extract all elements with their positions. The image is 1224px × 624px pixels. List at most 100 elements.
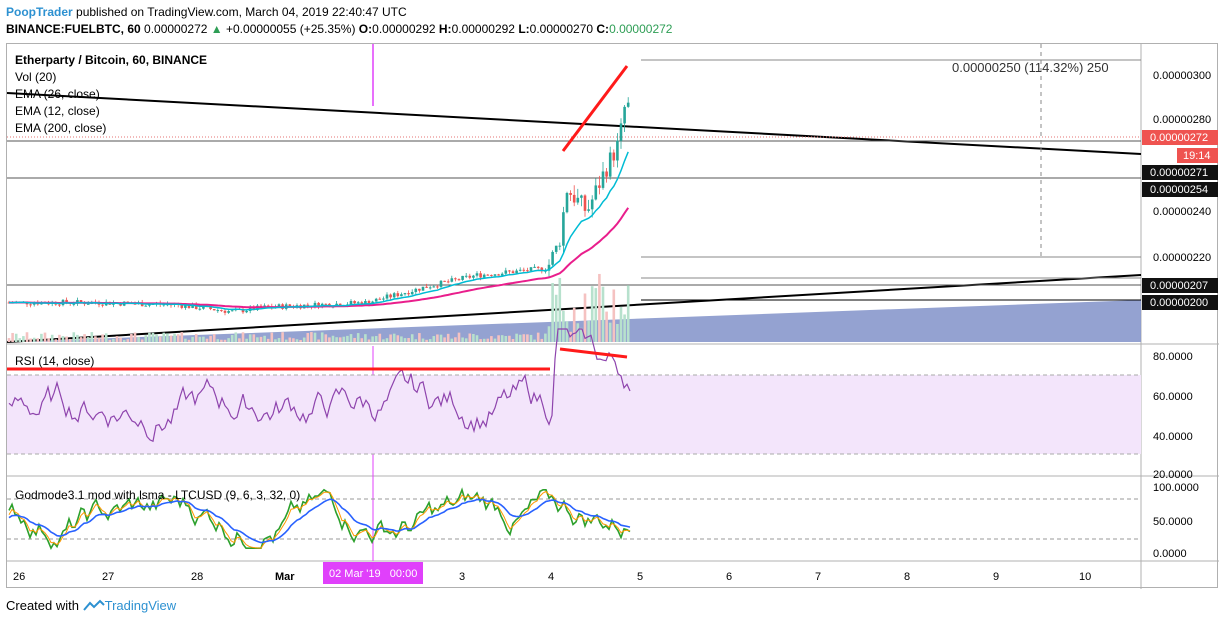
candle-body — [356, 302, 360, 304]
candle-body — [443, 280, 446, 282]
chart-svg[interactable]: 0.00000250 (114.32%) 250 Etherparty / Bi… — [6, 44, 1219, 589]
volume-bar — [122, 339, 126, 342]
volume-bar — [36, 338, 40, 342]
candle-body — [428, 287, 432, 289]
volume-bar — [342, 336, 346, 342]
candle-body — [558, 245, 562, 247]
volume-bar — [356, 333, 360, 342]
legend-vol: Vol (20) — [15, 70, 56, 84]
volume-bar — [616, 323, 619, 342]
volume-bar — [97, 337, 101, 342]
rsi-band — [7, 375, 1141, 454]
time-label-6: 6 — [726, 571, 732, 583]
volume-bar — [418, 333, 421, 342]
volume-bar — [166, 333, 169, 342]
time-label-mar: Mar — [275, 571, 295, 583]
time-label-7: 7 — [815, 571, 821, 583]
volume-bar — [130, 333, 133, 342]
symbol-info: BINANCE:FUELBTC, 60 0.00000272 ▲ +0.0000… — [6, 22, 672, 36]
candle-body — [79, 300, 83, 303]
volume-bar — [238, 338, 241, 342]
badge-countdown-bg — [1177, 148, 1218, 163]
volume-bar — [115, 336, 119, 342]
volume-bar — [277, 338, 281, 342]
time-label-5: 5 — [637, 571, 643, 583]
price-change: +0.00000055 (+25.35%) — [226, 22, 356, 36]
volume-bar — [32, 337, 36, 342]
footer-created-with: Created with — [6, 598, 79, 613]
volume-bar — [331, 335, 335, 342]
candle-body — [277, 304, 281, 307]
candle-body — [148, 304, 151, 306]
footer: Created with TradingView — [6, 598, 176, 613]
volume-bar — [61, 336, 65, 342]
volume-bar — [79, 337, 83, 342]
volume-bar — [209, 335, 212, 342]
volume-bar — [302, 337, 306, 342]
candle-body — [414, 288, 418, 292]
candle-body — [266, 305, 270, 307]
volume-bar — [457, 332, 461, 342]
volume-bar — [25, 332, 29, 342]
badge-271: 0.00000271 — [1150, 167, 1208, 179]
volume-bar — [22, 336, 25, 342]
candle-body — [457, 279, 461, 281]
volume-bar — [515, 333, 518, 342]
volume-bar — [468, 333, 472, 342]
godmode-orange-line — [8, 490, 631, 549]
candle-body — [508, 270, 511, 272]
volume-bar — [223, 339, 227, 342]
candle-body — [288, 304, 292, 307]
candle-body — [439, 280, 443, 287]
candle-body — [551, 251, 554, 265]
volume-bar — [400, 336, 403, 342]
candle-body — [601, 171, 605, 188]
volume-bar — [137, 337, 140, 342]
volume-bar — [436, 334, 439, 342]
candle-body — [479, 273, 482, 278]
candle-body — [583, 195, 587, 211]
footer-brand-link[interactable]: TradingView — [104, 598, 177, 613]
volume-bar — [626, 285, 630, 342]
close-label: C: — [596, 22, 610, 36]
volume-bar — [425, 339, 428, 342]
volume-bar — [320, 332, 324, 342]
volume-bar — [432, 336, 436, 342]
volume-bar — [108, 339, 112, 342]
candle-body — [223, 310, 227, 313]
author-link[interactable]: PoopTrader — [6, 5, 73, 19]
volume-bar — [241, 332, 245, 342]
red-annotation-trendline — [561, 65, 629, 152]
time-label-4: 4 — [548, 571, 554, 583]
volume-bar — [612, 289, 616, 342]
chart-container[interactable]: 0.00000250 (114.32%) 250 Etherparty / Bi… — [6, 43, 1219, 589]
volume-bar — [72, 332, 76, 342]
volume-bar — [248, 334, 252, 342]
candle-body — [493, 274, 497, 276]
volume-bar — [608, 322, 612, 342]
price-tick-240: 0.00000240 — [1153, 206, 1211, 218]
volume-bar — [508, 335, 511, 342]
legend-ema-12: EMA (12, close) — [15, 104, 100, 118]
candle-body — [353, 301, 356, 304]
volume-bar — [428, 339, 432, 342]
volume-bar — [148, 332, 151, 342]
low-value: 0.00000270 — [529, 22, 594, 36]
volume-bar — [256, 337, 259, 342]
volume-bar — [590, 286, 594, 342]
crosshair-time-badge: 02 Mar '19 00:00 — [329, 568, 417, 580]
badge-last-price: 0.00000272 — [1150, 132, 1208, 144]
candle-body — [202, 306, 205, 309]
volume-bar — [252, 334, 256, 342]
last-price: 0.00000272 — [144, 22, 208, 36]
volume-bar — [500, 335, 504, 342]
volume-bar — [313, 332, 317, 342]
volume-bar — [191, 336, 194, 342]
measure-label: 0.00000250 (114.32%) 250 — [952, 60, 1109, 75]
volume-bar — [43, 332, 47, 342]
volume-bar — [623, 314, 626, 342]
candle-body — [162, 304, 166, 306]
volume-bar — [306, 333, 310, 342]
volume-bar — [551, 283, 554, 342]
volume-bar — [292, 338, 295, 342]
